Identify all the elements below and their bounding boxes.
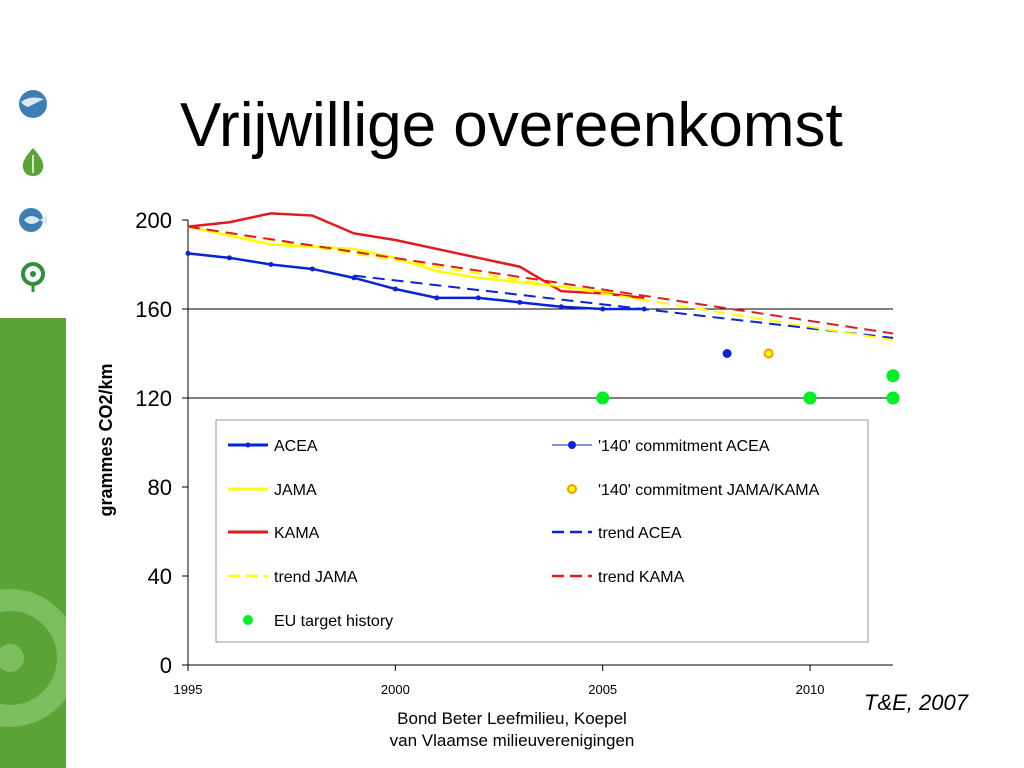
y-tick-label: 40 [148, 564, 172, 589]
legend-label: EU target history [274, 613, 393, 630]
data-point-marker [600, 306, 606, 312]
x-tick-label: 2010 [796, 682, 825, 697]
source-note: T&E, 2007 [864, 690, 968, 715]
legend-label: ACEA [274, 438, 318, 455]
organisation-logo-icon [21, 262, 45, 292]
data-point-marker [309, 266, 315, 272]
series-line-acea [187, 252, 645, 311]
legend-marker [243, 615, 253, 625]
legend-marker [568, 441, 576, 449]
decorative-circle-shape [0, 589, 66, 727]
commitment-point-marker [763, 348, 774, 359]
data-point-marker [475, 295, 481, 301]
legend-label: JAMA [274, 482, 317, 499]
y-tick-label: 120 [135, 386, 172, 411]
data-point-marker [558, 304, 564, 310]
commitment-point-marker [722, 349, 732, 358]
x-tick-label: 2000 [381, 682, 410, 697]
legend-marker [245, 442, 251, 448]
legend-label: '140' commitment ACEA [598, 438, 770, 455]
eu-target-point-marker [803, 391, 817, 405]
x-tick-label: 1995 [174, 682, 203, 697]
eu-target-point-marker [596, 391, 610, 405]
legend-label: trend JAMA [274, 569, 358, 586]
y-tick-label: 80 [148, 475, 172, 500]
data-point-marker [392, 286, 398, 292]
footer: Bond Beter Leefmilieu, Koepel van Vlaams… [340, 708, 684, 752]
legend-label: trend KAMA [598, 569, 685, 586]
legend-box [215, 419, 869, 643]
data-point-marker [226, 255, 232, 261]
legend-marker [567, 484, 577, 494]
series-line-trend-kama [187, 225, 894, 335]
leaf-drop-icon [22, 148, 44, 176]
data-point-marker [434, 295, 440, 301]
legend-label: trend ACEA [598, 525, 682, 542]
data-point-marker [268, 262, 274, 267]
y-tick-label: 200 [135, 208, 172, 233]
data-point-marker [517, 299, 523, 305]
earth-globe-icon [19, 90, 47, 118]
eu-target-point-marker [886, 391, 900, 405]
data-point-marker [185, 250, 191, 256]
y-tick-label: 0 [160, 653, 172, 678]
x-tick-label: 2005 [588, 682, 617, 697]
footer-line-1: Bond Beter Leefmilieu, Koepel [397, 709, 627, 728]
series-line-trend-jama [187, 225, 894, 342]
series-line-kama [187, 212, 645, 300]
series-line-trend-acea [353, 274, 894, 339]
y-tick-label: 160 [135, 297, 172, 322]
slide-title: Vrijwillige overeenkomst [180, 91, 843, 160]
legend-label: '140' commitment JAMA/KAMA [598, 482, 820, 499]
side-decoration-band [0, 318, 66, 768]
fish-icon [19, 208, 47, 232]
eu-target-point-marker [886, 369, 900, 383]
y-axis-label: grammes CO2/km [96, 363, 116, 516]
legend-label: KAMA [274, 525, 320, 542]
footer-line-2: van Vlaamse milieuverenigingen [389, 731, 635, 750]
